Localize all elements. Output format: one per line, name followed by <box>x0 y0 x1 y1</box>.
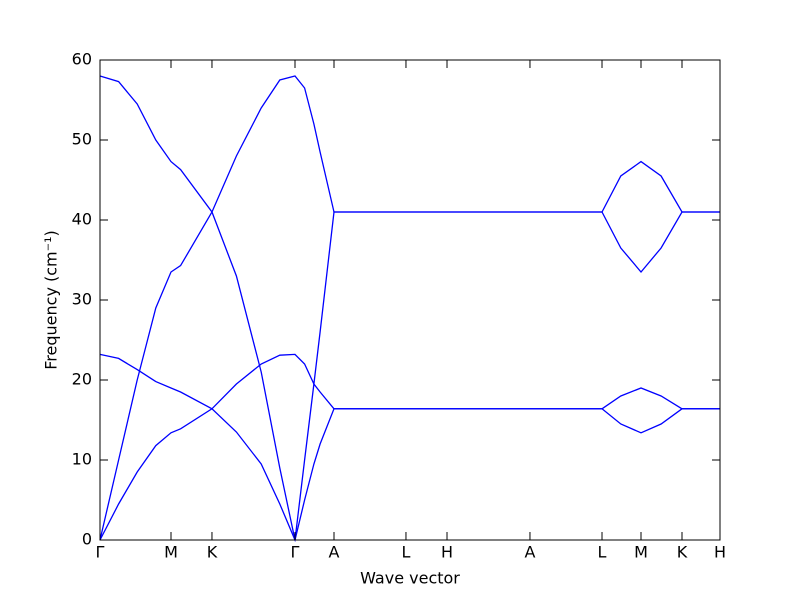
y-tick-label: 30 <box>72 290 92 309</box>
x-tick-label: L <box>402 543 411 562</box>
band-line <box>99 75 720 541</box>
x-tick-label: K <box>677 543 688 562</box>
x-tick-label: H <box>441 543 453 562</box>
y-tick-label: 10 <box>72 450 92 469</box>
y-tick-label: 0 <box>82 530 92 549</box>
x-axis-label: Wave vector <box>360 569 460 588</box>
band-line <box>99 353 720 541</box>
x-tick-label: L <box>598 543 607 562</box>
y-tick-label: 20 <box>72 370 92 389</box>
y-tick-label: 50 <box>72 130 92 149</box>
y-tick-label: 40 <box>72 210 92 229</box>
x-tick-label: Γ <box>291 543 300 562</box>
x-tick-label: Γ <box>96 543 105 562</box>
x-tick-label: A <box>329 543 340 562</box>
x-tick-label: M <box>634 543 648 562</box>
x-tick-label: M <box>164 543 178 562</box>
x-tick-label: K <box>207 543 218 562</box>
y-axis-label: Frequency (cm⁻¹) <box>42 230 61 369</box>
plot-frame <box>99 59 721 541</box>
x-tick-label: A <box>524 543 535 562</box>
y-tick-label: 60 <box>72 50 92 69</box>
x-tick-label: H <box>714 543 726 562</box>
